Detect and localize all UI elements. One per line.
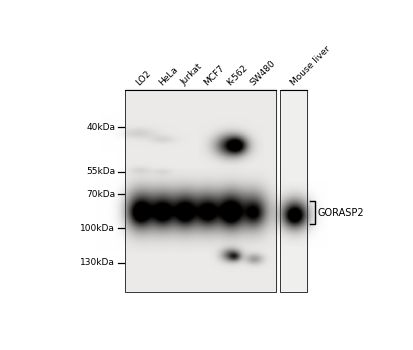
Text: 130kDa: 130kDa xyxy=(80,258,115,267)
Text: MCF7: MCF7 xyxy=(202,63,226,88)
Text: LO2: LO2 xyxy=(134,69,153,88)
Text: HeLa: HeLa xyxy=(157,65,179,88)
Text: Jurkat: Jurkat xyxy=(179,62,204,88)
Text: Mouse liver: Mouse liver xyxy=(289,44,332,88)
Text: 55kDa: 55kDa xyxy=(86,167,115,176)
Text: 100kDa: 100kDa xyxy=(80,224,115,233)
Text: 70kDa: 70kDa xyxy=(86,190,115,198)
Text: 40kDa: 40kDa xyxy=(86,123,115,132)
Text: GORASP2: GORASP2 xyxy=(318,208,364,218)
Text: SW480: SW480 xyxy=(248,58,277,88)
Text: K-562: K-562 xyxy=(225,63,249,88)
